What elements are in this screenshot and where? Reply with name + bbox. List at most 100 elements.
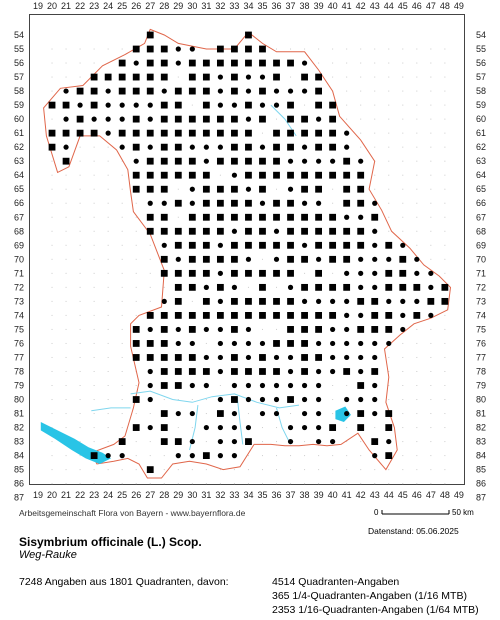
y-tick-label: 57 (476, 72, 486, 82)
y-tick-label: 62 (14, 142, 24, 152)
x-tick-label: 27 (145, 490, 155, 500)
x-tick-label: 37 (286, 1, 296, 11)
x-tick-label: 47 (426, 1, 436, 11)
x-tick-label: 29 (173, 1, 183, 11)
y-tick-label: 59 (476, 100, 486, 110)
x-tick-label: 20 (47, 490, 57, 500)
y-tick-label: 84 (476, 451, 486, 461)
y-tick-label: 82 (476, 423, 486, 433)
y-tick-label: 56 (14, 58, 24, 68)
x-tick-label: 39 (314, 1, 324, 11)
y-tick-label: 63 (14, 156, 24, 166)
x-tick-label: 40 (328, 1, 338, 11)
x-tick-label: 41 (342, 490, 352, 500)
x-tick-label: 35 (257, 1, 267, 11)
y-tick-label: 69 (14, 240, 24, 250)
x-tick-label: 23 (89, 490, 99, 500)
y-tick-label: 72 (476, 282, 486, 292)
y-tick-label: 78 (476, 366, 486, 376)
x-tick-label: 49 (454, 490, 464, 500)
bavaria-border (43, 28, 452, 479)
y-tick-label: 59 (14, 100, 24, 110)
y-tick-label: 68 (476, 226, 486, 236)
y-tick-label: 66 (14, 198, 24, 208)
y-tick-label: 77 (14, 352, 24, 362)
y-tick-label: 76 (476, 338, 486, 348)
breakdown-quarter: 365 1/4-Quadranten-Angaben (1/16 MTB) (272, 590, 467, 602)
y-tick-label: 61 (14, 128, 24, 138)
y-tick-label: 62 (476, 142, 486, 152)
y-tick-label: 86 (14, 479, 24, 489)
x-tick-label: 38 (300, 1, 310, 11)
scale-end-label: 50 km (452, 508, 474, 517)
y-tick-label: 79 (14, 381, 24, 391)
x-tick-label: 30 (187, 490, 197, 500)
quadrant-grid (51, 48, 446, 485)
x-tick-label: 36 (272, 1, 282, 11)
y-tick-label: 58 (14, 86, 24, 96)
x-tick-label: 36 (272, 490, 282, 500)
breakdown-quadrant: 4514 Quadranten-Angaben (272, 576, 400, 588)
x-axis-top: 19 20 21 22 23 24 25 26 27 28 29 30 31 32 33 34 35 36 37 38… (33, 1, 464, 11)
y-tick-label: 70 (14, 254, 24, 264)
y-tick-label: 78 (14, 366, 24, 376)
y-tick-label: 86 (476, 479, 486, 489)
x-tick-label: 33 (229, 1, 239, 11)
map-frame (29, 14, 465, 485)
x-tick-label: 33 (229, 490, 239, 500)
y-tick-label: 75 (476, 324, 486, 334)
x-tick-label: 44 (384, 490, 394, 500)
y-tick-label: 83 (476, 437, 486, 447)
data-date: Datenstand: 05.06.2025 (368, 526, 459, 536)
y-tick-label: 67 (476, 212, 486, 222)
x-tick-label: 46 (412, 1, 422, 11)
x-tick-label: 29 (173, 490, 183, 500)
x-tick-label: 39 (314, 490, 324, 500)
y-tick-label: 66 (476, 198, 486, 208)
x-tick-label: 45 (398, 490, 408, 500)
y-tick-label: 58 (476, 86, 486, 96)
y-tick-label: 77 (476, 352, 486, 362)
y-tick-label: 55 (14, 44, 24, 54)
y-tick-label: 87 (476, 493, 486, 503)
x-tick-label: 19 (33, 490, 43, 500)
x-tick-label: 26 (131, 490, 141, 500)
y-tick-label: 70 (476, 254, 486, 264)
y-tick-label: 60 (476, 114, 486, 124)
y-axis-right: 54 55 56 57 58 59 60 61 62 63 64 65 66 67 68 69 70 71 72 73… (476, 30, 486, 503)
x-tick-label: 26 (131, 1, 141, 11)
x-tick-label: 21 (61, 490, 71, 500)
species-scientific-name: Sisymbrium officinale (L.) Scop. (19, 535, 202, 549)
records-summary: 7248 Angaben aus 1801 Quadranten, davon: (19, 576, 229, 588)
credit-text: Arbeitsgemeinschaft Flora von Bayern - w… (19, 508, 246, 518)
y-tick-label: 60 (14, 114, 24, 124)
x-tick-label: 32 (215, 490, 225, 500)
x-tick-label: 40 (328, 490, 338, 500)
x-tick-label: 25 (117, 1, 127, 11)
y-tick-label: 85 (14, 465, 24, 475)
y-tick-label: 74 (14, 310, 24, 320)
y-tick-label: 67 (14, 212, 24, 222)
y-tick-label: 71 (14, 268, 24, 278)
x-tick-label: 30 (187, 1, 197, 11)
x-tick-label: 48 (440, 1, 450, 11)
x-tick-label: 28 (159, 490, 169, 500)
x-tick-label: 21 (61, 1, 71, 11)
x-tick-label: 25 (117, 490, 127, 500)
x-tick-label: 44 (384, 1, 394, 11)
rivers (91, 104, 300, 451)
y-tick-label: 56 (476, 58, 486, 68)
x-axis-bottom: 19 20 21 22 23 24 25 26 27 28 29 30 31 32 33 34 35 36 37 38… (33, 490, 464, 500)
x-tick-label: 24 (103, 490, 113, 500)
x-tick-label: 34 (243, 490, 253, 500)
x-tick-label: 31 (201, 490, 211, 500)
y-tick-label: 65 (476, 184, 486, 194)
x-tick-label: 42 (356, 490, 366, 500)
breakdown-sixteenth: 2353 1/16-Quadranten-Angaben (1/64 MTB) (272, 604, 479, 616)
y-tick-label: 79 (476, 381, 486, 391)
y-tick-label: 82 (14, 423, 24, 433)
y-tick-label: 75 (14, 324, 24, 334)
y-tick-label: 80 (14, 395, 24, 405)
y-tick-label: 55 (476, 44, 486, 54)
x-tick-label: 41 (342, 1, 352, 11)
